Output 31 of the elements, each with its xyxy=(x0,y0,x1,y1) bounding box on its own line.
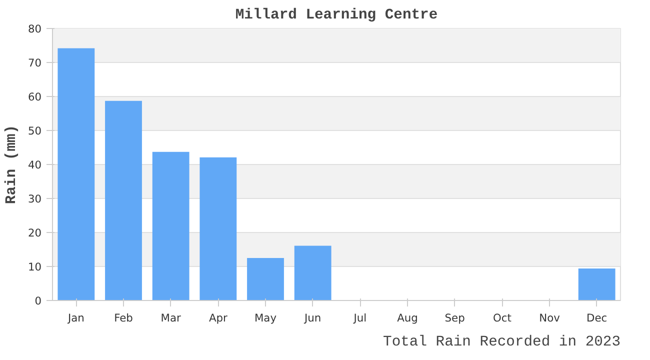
text: Total Rain Recorded in 2023 xyxy=(383,334,621,350)
x-tick-label: Feb xyxy=(114,312,134,324)
y-tick-label: 70 xyxy=(28,56,42,70)
bar xyxy=(152,152,190,300)
x-tick-label: May xyxy=(254,312,277,324)
bar xyxy=(247,258,284,300)
y-tick-label: 30 xyxy=(28,192,42,206)
x-tick-label: Dec xyxy=(586,312,608,324)
y-tick-label: 40 xyxy=(28,158,42,172)
x-tick-label: Nov xyxy=(539,312,560,324)
x-tick-label: Jun xyxy=(304,312,322,324)
chart-title: Millard Learning Centre xyxy=(235,8,438,24)
x-tick-label: Jan xyxy=(66,312,84,324)
bar xyxy=(578,268,616,300)
y-tick-label: 20 xyxy=(28,226,42,240)
x-tick-label: Oct xyxy=(492,312,512,324)
x-tick-label: Apr xyxy=(208,312,228,324)
y-tick-label: 80 xyxy=(28,22,42,36)
y-tick-label: 50 xyxy=(28,124,42,138)
x-tick-label: Mar xyxy=(160,312,182,324)
x-tick-label: Aug xyxy=(397,312,418,324)
y-tick-label: 60 xyxy=(28,90,42,104)
bar xyxy=(294,246,332,300)
y-tick-label: 0 xyxy=(34,294,42,308)
y-axis-title: Rain (mm) xyxy=(4,124,20,204)
y-tick-label: 10 xyxy=(28,260,42,274)
bar xyxy=(200,157,237,300)
bar xyxy=(105,100,142,300)
bar xyxy=(58,48,95,300)
x-tick-label: Jul xyxy=(352,312,367,324)
x-tick-label: Sep xyxy=(444,312,466,324)
